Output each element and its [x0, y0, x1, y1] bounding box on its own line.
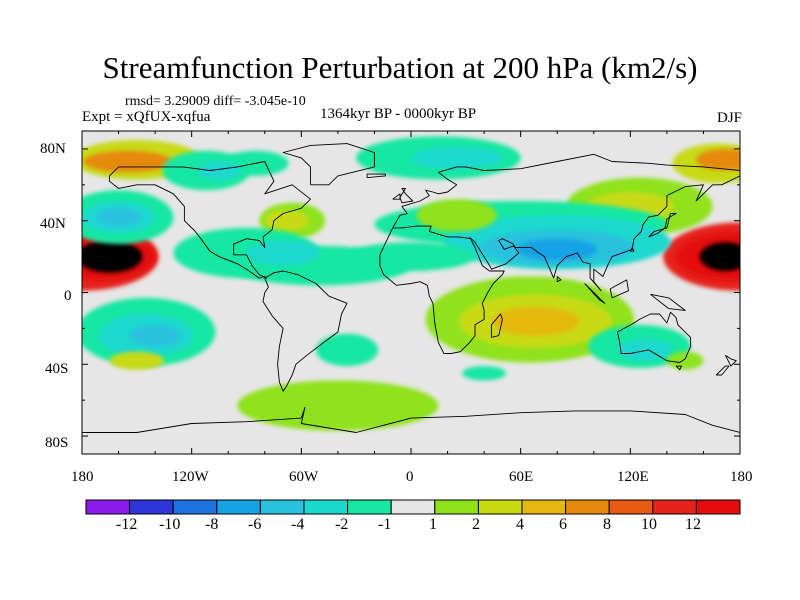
- field-contour: [699, 242, 740, 271]
- coastline: [490, 313, 503, 338]
- colorbar-swatch: [259, 499, 305, 515]
- colorbar-swatch: [652, 499, 697, 515]
- streamfunction-field: [82, 136, 740, 431]
- axis-ticks: [81, 131, 741, 454]
- field-contour: [411, 147, 503, 169]
- coastline: [366, 173, 386, 179]
- field-contour: [264, 209, 309, 232]
- colorbar-label: 2: [472, 516, 480, 533]
- coastline: [617, 311, 692, 363]
- colorbar-label: 4: [516, 516, 524, 533]
- coastline: [715, 365, 730, 376]
- colorbar: [85, 499, 741, 515]
- field-contour: [416, 199, 497, 232]
- colorbar-label: -8: [205, 516, 219, 533]
- colorbar-label: -1: [378, 516, 392, 533]
- colorbar-swatch: [303, 499, 349, 515]
- season-label: DJF: [716, 110, 742, 126]
- lon-label-180w: 180: [71, 469, 94, 485]
- colorbar-swatch: [565, 499, 610, 515]
- coastline: [724, 354, 737, 367]
- colorbar-swatch: [216, 499, 261, 515]
- chart-title: Streamfunction Perturbation at 200 hPa (…: [102, 50, 698, 85]
- coastline: [282, 143, 375, 186]
- lat-label-0: 0: [64, 288, 72, 304]
- colorbar-swatch: [608, 499, 654, 515]
- field-contour: [517, 238, 598, 261]
- colorbar-label: -10: [159, 516, 181, 533]
- field-contour: [197, 161, 242, 180]
- field-contour: [666, 351, 704, 370]
- field-contour: [109, 351, 165, 370]
- period-label: 1364kyr BP - 0000kyr BP: [320, 106, 477, 122]
- lon-label-180e: 180: [730, 469, 753, 485]
- field-contour: [96, 208, 141, 227]
- coastline: [379, 227, 505, 354]
- coastline: [108, 161, 311, 279]
- lon-label-60e: 60E: [509, 469, 534, 485]
- field-contour: [83, 150, 172, 173]
- colorbar-swatch: [390, 499, 436, 515]
- stats-label: rmsd= 3.29009 diff= -3.045e-10: [125, 94, 306, 109]
- coastline: [629, 247, 635, 252]
- lat-label-80n: 80N: [40, 141, 66, 157]
- coastline: [556, 276, 562, 283]
- lat-label-40s: 40S: [45, 361, 69, 377]
- colorbar-label: -12: [116, 516, 138, 533]
- colorbar-label: -6: [248, 516, 262, 533]
- coastline: [262, 270, 348, 392]
- colorbar-label: 8: [603, 516, 611, 533]
- coastline: [650, 293, 686, 311]
- colorbar-swatch: [477, 499, 523, 515]
- colorbar-swatch: [85, 499, 131, 515]
- coastline: [82, 406, 740, 433]
- lon-label-120w: 120W: [172, 469, 209, 485]
- field-contour: [129, 324, 181, 347]
- colorbar-swatch: [129, 499, 174, 515]
- colorbar-label: -4: [291, 516, 305, 533]
- lon-label-120e: 120E: [617, 469, 649, 485]
- colorbar-swatch: [347, 499, 392, 515]
- coastline: [675, 365, 682, 371]
- lon-label-60w: 60W: [289, 469, 319, 485]
- coastline: [648, 213, 677, 238]
- field-contour: [347, 242, 475, 271]
- lat-label-40n: 40N: [40, 216, 66, 232]
- lon-label-0: 0: [406, 469, 414, 485]
- field-contour: [617, 339, 673, 361]
- field-contour: [696, 148, 740, 171]
- field-contour: [491, 306, 580, 336]
- experiment-label: Expt = xQfUX-xqfua: [82, 109, 211, 125]
- coastline: [392, 193, 401, 200]
- colorbar-swatch: [434, 499, 479, 515]
- coastlines: [82, 143, 740, 433]
- coastline: [584, 283, 606, 304]
- colorbar-label: 6: [559, 516, 567, 533]
- colorbar-label: 1: [429, 516, 437, 533]
- field-contour: [315, 333, 379, 367]
- field-contour: [246, 240, 320, 266]
- coastline: [392, 153, 740, 229]
- colorbar-label: -2: [335, 516, 349, 533]
- colorbar-swatch: [695, 499, 741, 515]
- field-contour: [82, 240, 143, 273]
- coastline: [392, 175, 740, 292]
- colorbar-label: 10: [641, 516, 657, 533]
- lat-label-80s: 80S: [45, 435, 69, 451]
- field-contour: [237, 380, 439, 431]
- colorbar-label: 12: [685, 516, 701, 533]
- colorbar-swatch: [172, 499, 218, 515]
- colorbar-swatch: [521, 499, 567, 515]
- field-contour: [462, 366, 507, 381]
- coastline: [609, 279, 629, 299]
